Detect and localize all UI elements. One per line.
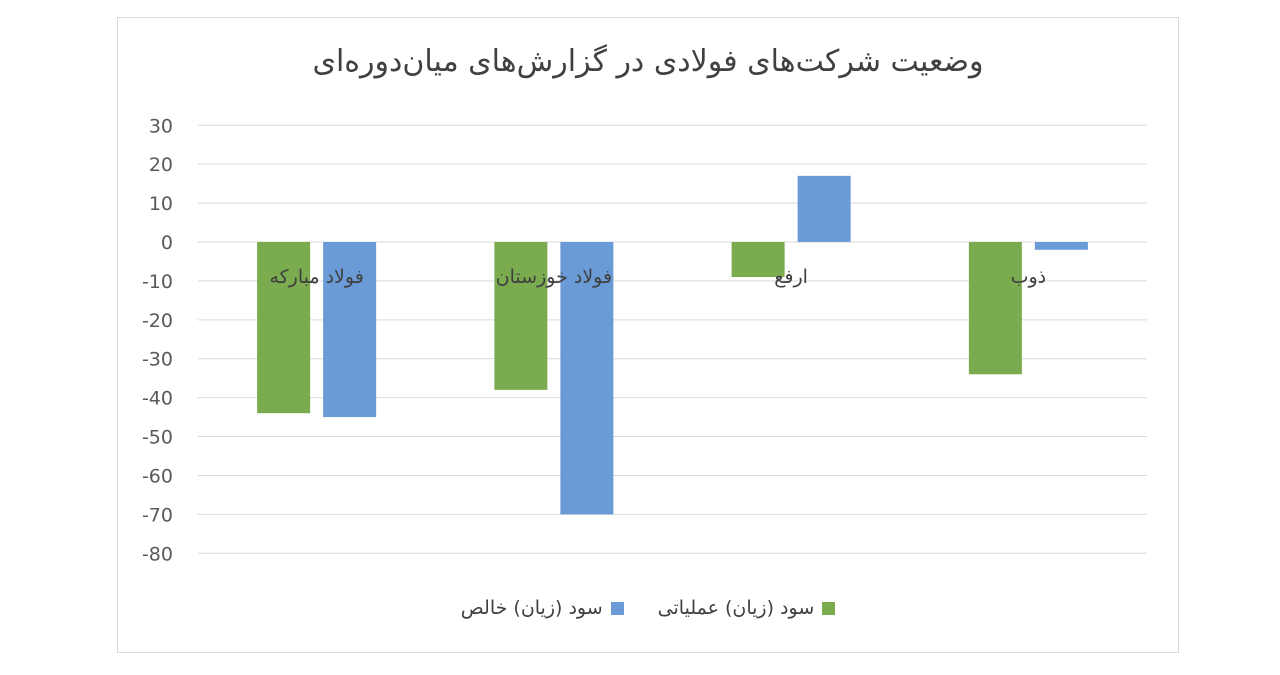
legend-item-operating: سود (زیان) عملیاتی [658,597,836,619]
legend-item-net: سود (زیان) خالص [461,597,624,619]
y-tick-label: -10 [142,271,173,293]
category-label: فولاد مبارکه [269,266,363,288]
legend: سود (زیان) عملیاتی سود (زیان) خالص [0,597,1280,619]
bar-net-0 [323,242,377,418]
y-tick-label: 10 [149,193,173,215]
category-label: ذوب [1011,266,1047,288]
bar-operating-3 [968,242,1022,375]
y-tick-label: -60 [142,465,173,487]
category-label: فولاد خوزستان [496,266,612,288]
bar-net-1 [560,242,614,515]
bar-operating-2 [731,242,785,278]
legend-swatch-operating [822,601,836,615]
bar-net-2 [797,175,851,242]
y-tick-label: 0 [161,232,173,254]
legend-label-net: سود (زیان) خالص [460,597,603,619]
y-tick-label: -20 [142,310,173,332]
y-tick-label: 30 [149,115,173,137]
legend-swatch-net [610,601,624,615]
y-tick-label: -50 [142,427,173,449]
category-label: ارفع [774,266,808,288]
y-tick-label: -70 [142,504,173,526]
legend-label-operating: سود (زیان) عملیاتی [657,597,815,619]
bar-operating-0 [257,242,311,414]
y-tick-label: -40 [142,388,173,410]
bar-net-3 [1034,242,1088,250]
chart-title: وضعیت شرکت‌های فولادی در گزارش‌های میان‌… [312,44,984,79]
y-tick-label: 20 [149,154,173,176]
y-tick-label: -80 [142,543,173,565]
y-tick-label: -30 [142,349,173,371]
bar-operating-1 [494,242,548,390]
